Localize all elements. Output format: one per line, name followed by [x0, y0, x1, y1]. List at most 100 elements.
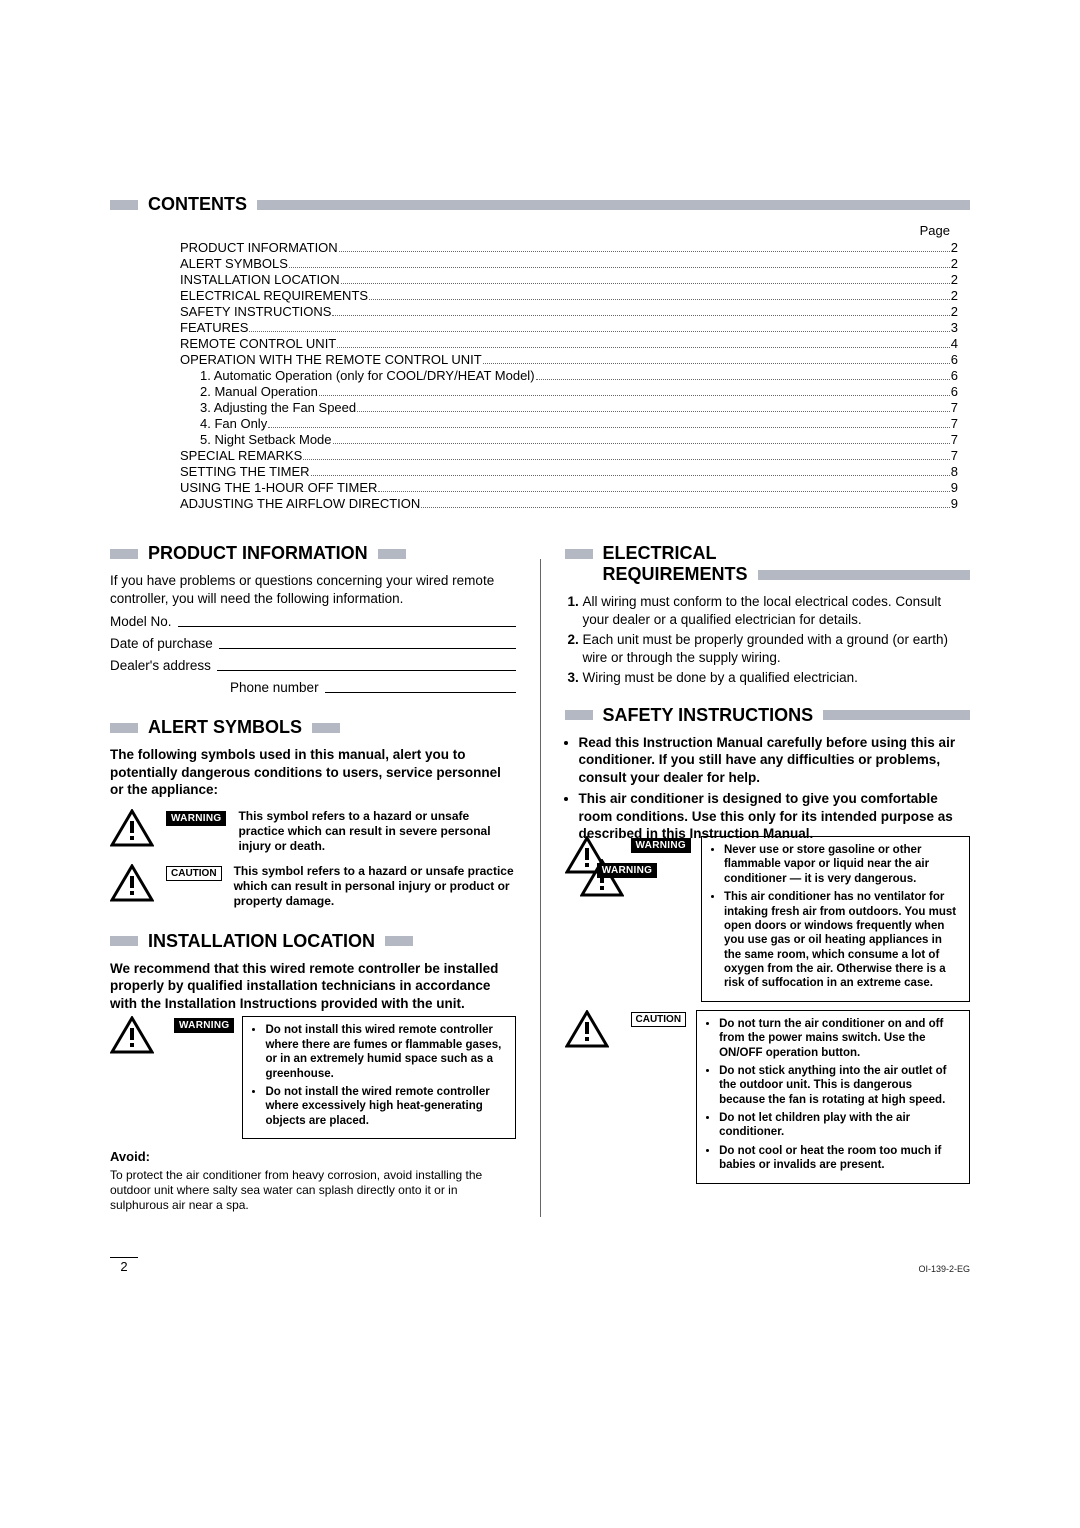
field-line	[325, 680, 516, 693]
toc-page-num: 6	[951, 368, 958, 383]
field-date-label: Date of purchase	[110, 636, 213, 651]
toc-row: INSTALLATION LOCATION 2	[180, 272, 958, 287]
bar-trail	[257, 200, 970, 210]
electrical-title-2: REQUIREMENTS	[603, 564, 748, 585]
electrical-list: All wiring must conform to the local ele…	[565, 593, 971, 687]
bar-lead	[565, 549, 593, 559]
bar-lead	[110, 723, 138, 733]
toc-dots	[357, 411, 950, 412]
toc-row: FEATURES3	[180, 320, 958, 335]
toc-page-num: 2	[951, 288, 958, 303]
toc-row: 1. Automatic Operation (only for COOL/DR…	[180, 368, 958, 383]
caution-triangle-icon	[565, 1010, 609, 1048]
toc-row: REMOTE CONTROL UNIT 4	[180, 336, 958, 351]
toc-label: PRODUCT INFORMATION	[180, 240, 338, 255]
installation-header: INSTALLATION LOCATION	[110, 931, 516, 952]
field-line	[217, 658, 516, 671]
toc-label: SAFETY INSTRUCTIONS	[180, 304, 331, 319]
install-warning-box: Do not install this wired remote control…	[242, 1016, 515, 1139]
toc-dots	[378, 491, 949, 492]
toc-label: SETTING THE TIMER	[180, 464, 310, 479]
toc-label: INSTALLATION LOCATION	[180, 272, 340, 287]
list-item: Wiring must be done by a qualified elect…	[583, 669, 971, 687]
toc-page-num: 2	[951, 256, 958, 271]
safety-title: SAFETY INSTRUCTIONS	[603, 705, 814, 726]
toc-page-num: 9	[951, 496, 958, 511]
page-number: 2	[110, 1257, 138, 1274]
warning-label: WARNING	[174, 1018, 234, 1033]
list-item: Do not let children play with the air co…	[719, 1111, 961, 1140]
toc-dots	[341, 283, 950, 284]
toc-page-num: 2	[951, 272, 958, 287]
toc-dots	[319, 395, 950, 396]
toc-dots	[332, 315, 949, 316]
safety-caution-block: CAUTION Do not turn the air conditioner …	[565, 1010, 971, 1184]
toc-label: REMOTE CONTROL UNIT	[180, 336, 336, 351]
toc-page-num: 6	[951, 352, 958, 367]
list-item: Do not install the wired remote controll…	[265, 1085, 506, 1128]
toc-row: SAFETY INSTRUCTIONS2	[180, 304, 958, 319]
column-divider	[540, 559, 541, 1217]
toc-page-num: 7	[951, 432, 958, 447]
warning-label: WARNING	[166, 811, 226, 826]
avoid-text: To protect the air conditioner from heav…	[110, 1168, 516, 1213]
toc-label: ADJUSTING THE AIRFLOW DIRECTION	[180, 496, 420, 511]
toc-dots	[339, 251, 950, 252]
field-phone-label: Phone number	[230, 680, 319, 695]
toc-page-num: 6	[951, 384, 958, 399]
alert-symbols-header: ALERT SYMBOLS	[110, 717, 516, 738]
toc-label: SPECIAL REMARKS	[180, 448, 302, 463]
toc-dots	[337, 347, 950, 348]
warning-label: WARNING	[631, 838, 691, 853]
toc-row: PRODUCT INFORMATION2	[180, 240, 958, 255]
toc-dots	[303, 459, 949, 460]
toc-dots	[369, 299, 950, 300]
product-info-header: PRODUCT INFORMATION	[110, 543, 516, 564]
list-item: Do not cool or heat the room too much if…	[719, 1144, 961, 1173]
left-column: PRODUCT INFORMATION If you have problems…	[110, 529, 516, 1217]
toc-row: 4. Fan Only7	[180, 416, 958, 431]
alert-warning-row: WARNING This symbol refers to a hazard o…	[110, 809, 516, 854]
toc-row: 5. Night Setback Mode 7	[180, 432, 958, 447]
safety-intro-list: Read this Instruction Manual carefully b…	[565, 734, 971, 843]
list-item: Do not stick anything into the air outle…	[719, 1064, 961, 1107]
document-id: OI-139-2-EG	[918, 1264, 970, 1274]
toc-label: OPERATION WITH THE REMOTE CONTROL UNIT	[180, 352, 482, 367]
toc-page-num: 8	[951, 464, 958, 479]
toc-dots	[483, 363, 950, 364]
toc-row: 2. Manual Operation6	[180, 384, 958, 399]
list-item: Read this Instruction Manual carefully b…	[579, 734, 971, 787]
caution-label: CAUTION	[631, 1012, 687, 1027]
field-dealer-label: Dealer's address	[110, 658, 211, 673]
toc-row: ELECTRICAL REQUIREMENTS 2	[180, 288, 958, 303]
toc-label: 5. Night Setback Mode	[200, 432, 332, 447]
toc-row: OPERATION WITH THE REMOTE CONTROL UNIT 6	[180, 352, 958, 367]
toc-row: SETTING THE TIMER 8	[180, 464, 958, 479]
list-item: Do not turn the air conditioner on and o…	[719, 1017, 961, 1060]
bar-lead	[110, 936, 138, 946]
field-dealer: Dealer's address	[110, 658, 516, 673]
page-footer: 2 OI-139-2-EG	[110, 1257, 970, 1274]
toc-page-num: 4	[951, 336, 958, 351]
toc-dots	[421, 507, 949, 508]
field-date: Date of purchase	[110, 636, 516, 651]
bar-trail	[385, 936, 413, 946]
product-info-intro: If you have problems or questions concer…	[110, 572, 516, 607]
toc-label: 3. Adjusting the Fan Speed	[200, 400, 356, 415]
safety-caution-box: Do not turn the air conditioner on and o…	[696, 1010, 970, 1184]
bar-trail	[823, 710, 970, 720]
right-column: ELECTRICAL REQUIREMENTS All wiring must …	[565, 529, 971, 1217]
safety-header: SAFETY INSTRUCTIONS	[565, 705, 971, 726]
toc-page-num: 3	[951, 320, 958, 335]
list-item: Never use or store gasoline or other fla…	[724, 843, 961, 886]
field-line	[178, 614, 516, 627]
contents-header: CONTENTS	[110, 194, 970, 215]
toc-label: 4. Fan Only	[200, 416, 267, 431]
alert-symbols-intro: The following symbols used in this manua…	[110, 746, 516, 799]
toc-label: ELECTRICAL REQUIREMENTS	[180, 288, 368, 303]
list-item: All wiring must conform to the local ele…	[583, 593, 971, 628]
caution-text: This symbol refers to a hazard or unsafe…	[234, 864, 516, 909]
bar-lead	[110, 549, 138, 559]
table-of-contents: Page PRODUCT INFORMATION2ALERT SYMBOLS2I…	[180, 223, 958, 511]
caution-triangle-icon	[110, 864, 154, 902]
